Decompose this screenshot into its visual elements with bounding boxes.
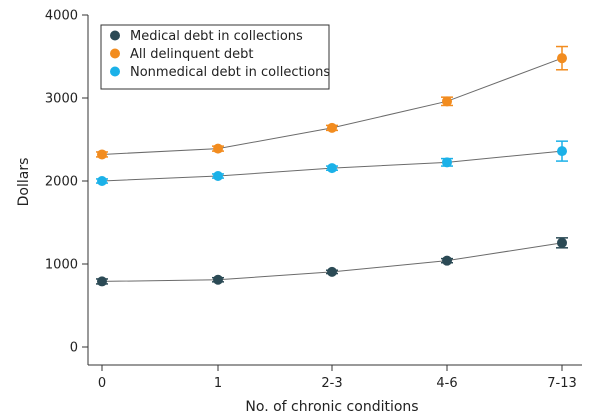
data-point xyxy=(213,171,223,182)
x-tick-label: 0 xyxy=(98,376,106,391)
data-point xyxy=(327,163,337,174)
legend-label: Nonmedical debt in collections xyxy=(130,65,330,80)
data-point xyxy=(557,146,567,157)
data-point xyxy=(442,96,452,107)
x-tick-label: 1 xyxy=(214,376,222,391)
y-tick-label: 3000 xyxy=(45,92,78,107)
axes xyxy=(87,15,582,366)
legend-marker xyxy=(110,66,120,77)
data-point xyxy=(213,143,223,154)
x-axis-label: No. of chronic conditions xyxy=(245,399,418,415)
y-tick-label: 0 xyxy=(70,341,78,356)
data-point xyxy=(213,274,223,285)
y-axis-label: Dollars xyxy=(16,158,32,207)
data-point xyxy=(327,266,337,277)
y-tick-label: 2000 xyxy=(45,175,78,190)
data-point xyxy=(97,276,107,287)
x-tick-label: 7-13 xyxy=(547,376,577,391)
legend-label: Medical debt in collections xyxy=(130,29,303,44)
y-tick-label: 1000 xyxy=(45,258,78,273)
y-tick-label: 4000 xyxy=(45,9,78,24)
data-point xyxy=(557,237,567,248)
data-point xyxy=(97,176,107,186)
ticks: 0 1000 2000 3000 4000 0 1 2-3 4-6 7-13 xyxy=(45,9,577,392)
x-tick-label: 4-6 xyxy=(436,376,457,391)
legend-marker xyxy=(110,48,120,59)
legend-marker xyxy=(110,30,120,41)
legend-box xyxy=(100,24,330,90)
legend: Medical debt in collections All delinquen… xyxy=(100,24,330,90)
data-point xyxy=(442,157,452,168)
data-point xyxy=(97,149,107,160)
data-point xyxy=(327,122,337,133)
legend-label: All delinquent debt xyxy=(130,47,254,62)
data-point xyxy=(557,53,567,64)
series-marks xyxy=(96,45,568,287)
x-tick-label: 2-3 xyxy=(321,376,342,391)
data-point xyxy=(442,255,452,266)
